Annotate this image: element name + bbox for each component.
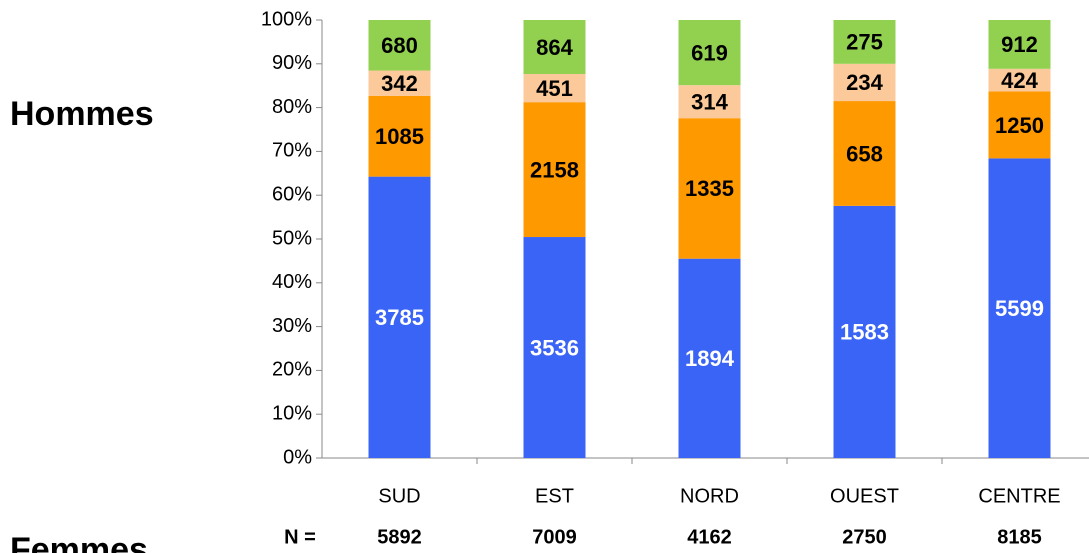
bar-segment [523,102,586,238]
data-label: 1335 [685,176,734,201]
bar-segment [833,20,896,64]
bar-segment [833,205,896,458]
data-label: 342 [381,71,418,96]
bar-segment [368,70,431,96]
y-tick-label: 90% [272,52,312,74]
data-label: 1894 [685,346,735,371]
data-label: 912 [1001,32,1038,57]
data-label: 864 [536,35,573,60]
total-label: 8185 [997,526,1042,548]
y-tick-label: 60% [272,183,312,205]
data-label: 658 [846,141,883,166]
bar-segment [368,95,431,177]
bar-segment [833,101,896,206]
total-label: 2750 [842,526,887,548]
bar-segment [523,20,586,74]
data-label: 451 [536,76,573,101]
data-label: 1250 [995,113,1044,138]
x-tick-label: NORD [680,485,739,507]
bar-segment [988,91,1051,159]
x-tick-label: OUEST [830,485,899,507]
bar-segment [988,158,1051,459]
totals-label: N = [284,526,316,548]
total-label: 7009 [532,526,577,548]
total-label: 4162 [687,526,732,548]
data-label: 2158 [530,157,579,182]
y-tick-label: 70% [272,140,312,162]
total-label: 5892 [377,526,422,548]
data-label: 234 [846,70,883,95]
data-label: 5599 [995,296,1044,321]
y-tick-label: 40% [272,271,312,293]
bar-segment [678,20,741,86]
x-tick-label: CENTRE [978,485,1060,507]
bar-segment [523,73,586,103]
data-label: 680 [381,33,418,58]
y-tick-label: 20% [272,359,312,381]
data-label: 1085 [375,124,424,149]
y-tick-label: 50% [272,227,312,249]
y-tick-label: 80% [272,96,312,118]
data-label: 275 [846,30,883,55]
bar-segment [678,258,741,458]
side-label: Hommes [10,95,154,133]
bar-segment [368,176,431,458]
data-label: 314 [691,89,728,114]
y-tick-label: 10% [272,402,312,424]
bar-segment [833,63,896,102]
x-tick-label: EST [535,485,574,507]
data-label: 3536 [530,335,579,360]
bar-segment [988,68,1051,92]
x-tick-label: SUD [378,485,420,507]
bar-segment [988,20,1051,69]
bar-segment [523,237,586,458]
bar-segment [368,20,431,71]
side-label: Femmes [10,531,148,553]
data-label: 1583 [840,320,889,345]
data-label: 424 [1001,68,1038,93]
y-tick-label: 100% [261,8,312,30]
bar-segment [678,118,741,259]
data-label: 3785 [375,305,424,330]
bar-segment [678,85,741,119]
y-tick-label: 0% [283,446,312,468]
data-label: 619 [691,40,728,65]
y-tick-label: 30% [272,315,312,337]
